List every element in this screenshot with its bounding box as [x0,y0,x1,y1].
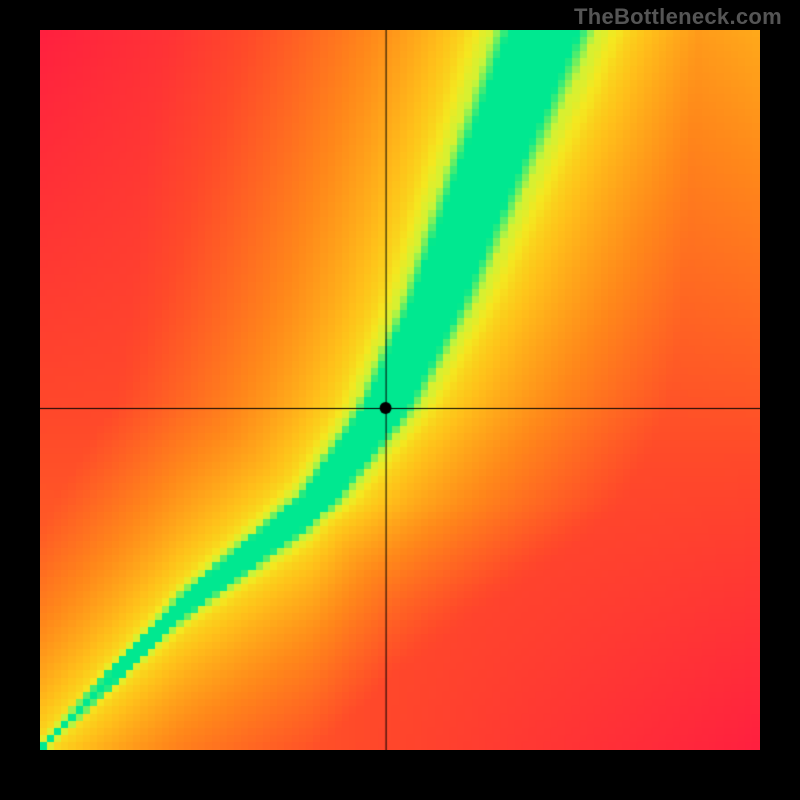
watermark-text: TheBottleneck.com [574,4,782,30]
heatmap-canvas [40,30,760,750]
